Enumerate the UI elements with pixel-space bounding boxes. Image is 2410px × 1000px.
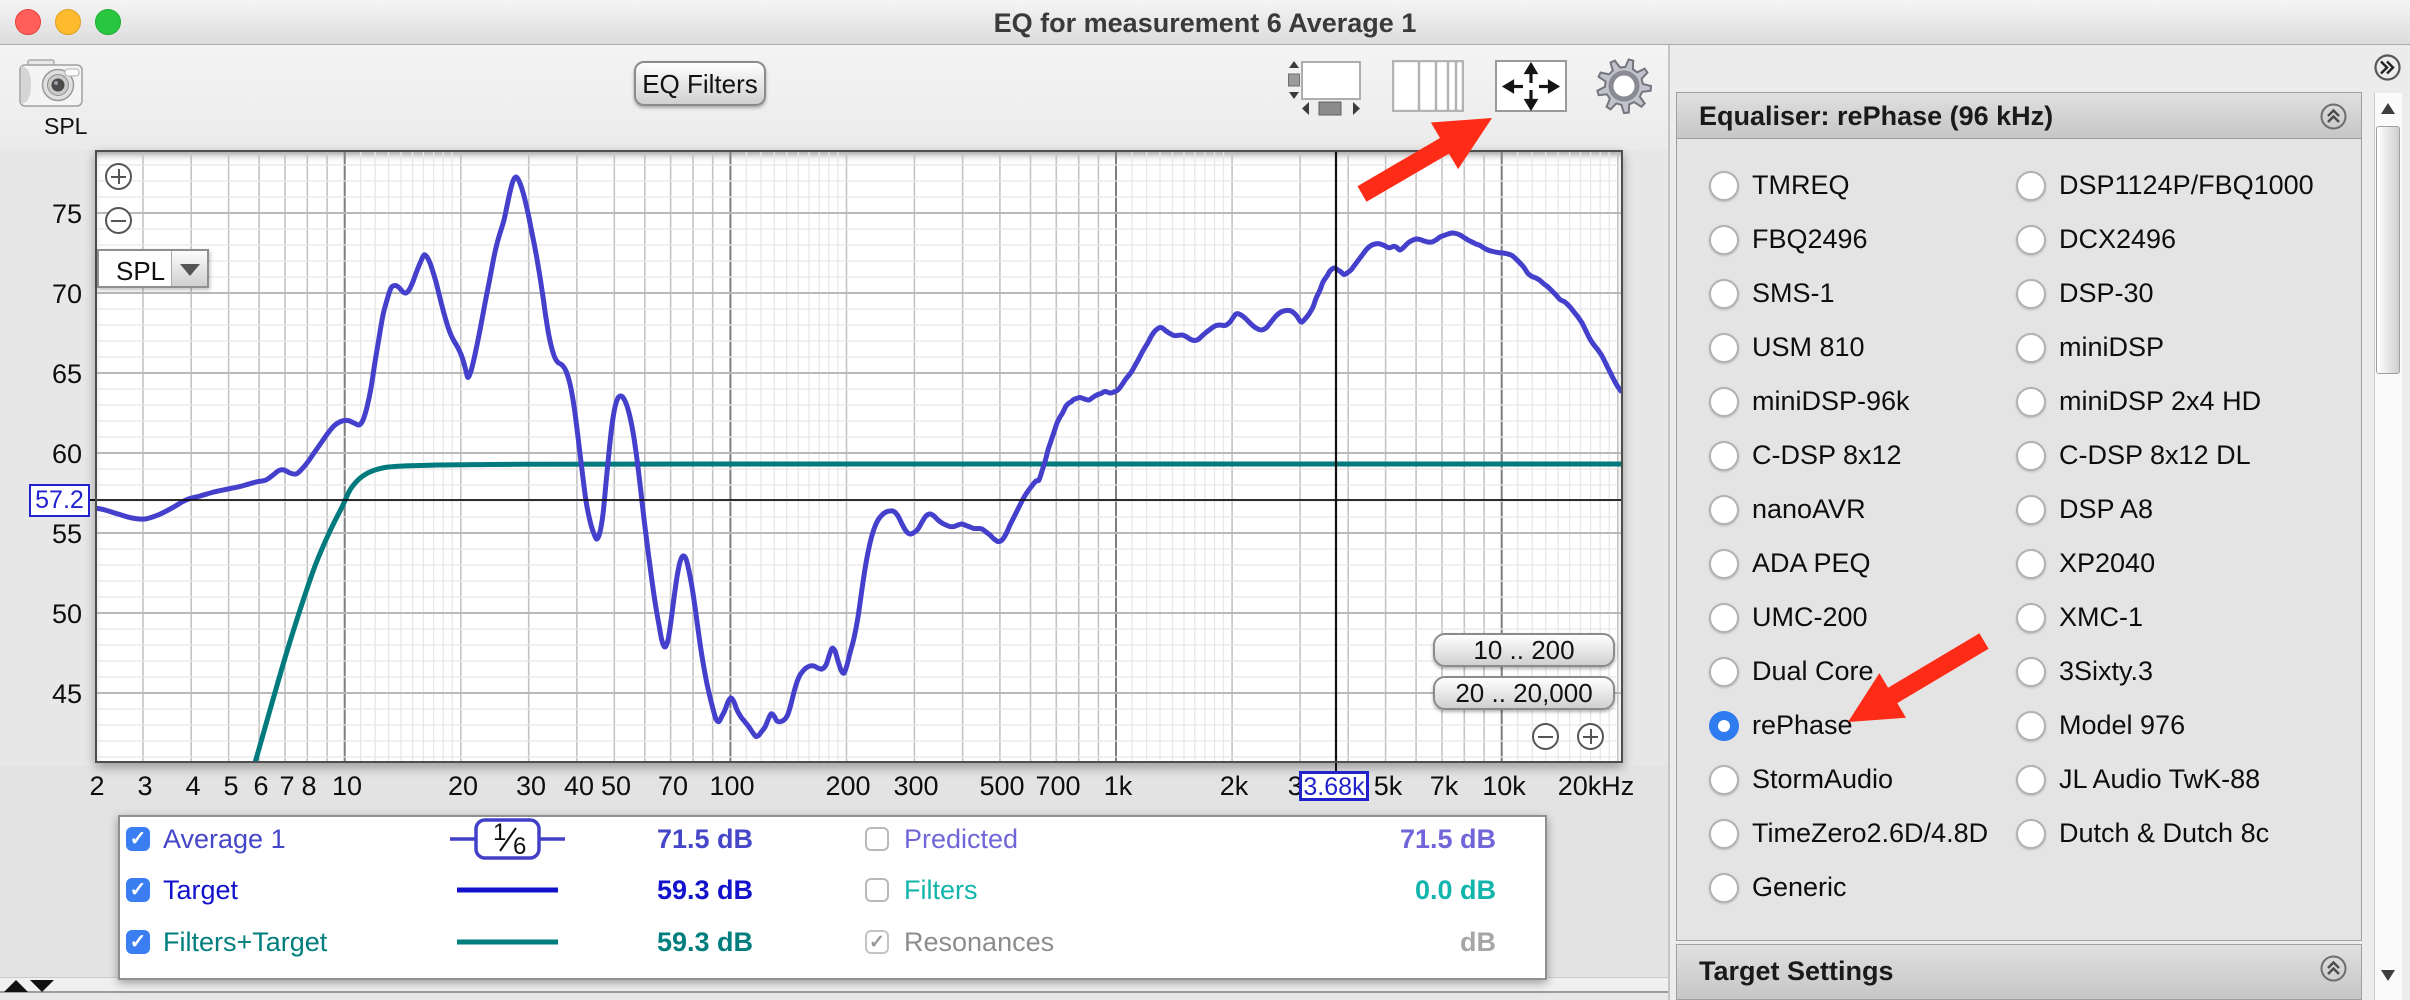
svg-text:6: 6: [513, 833, 526, 860]
svg-text:1: 1: [493, 819, 506, 846]
